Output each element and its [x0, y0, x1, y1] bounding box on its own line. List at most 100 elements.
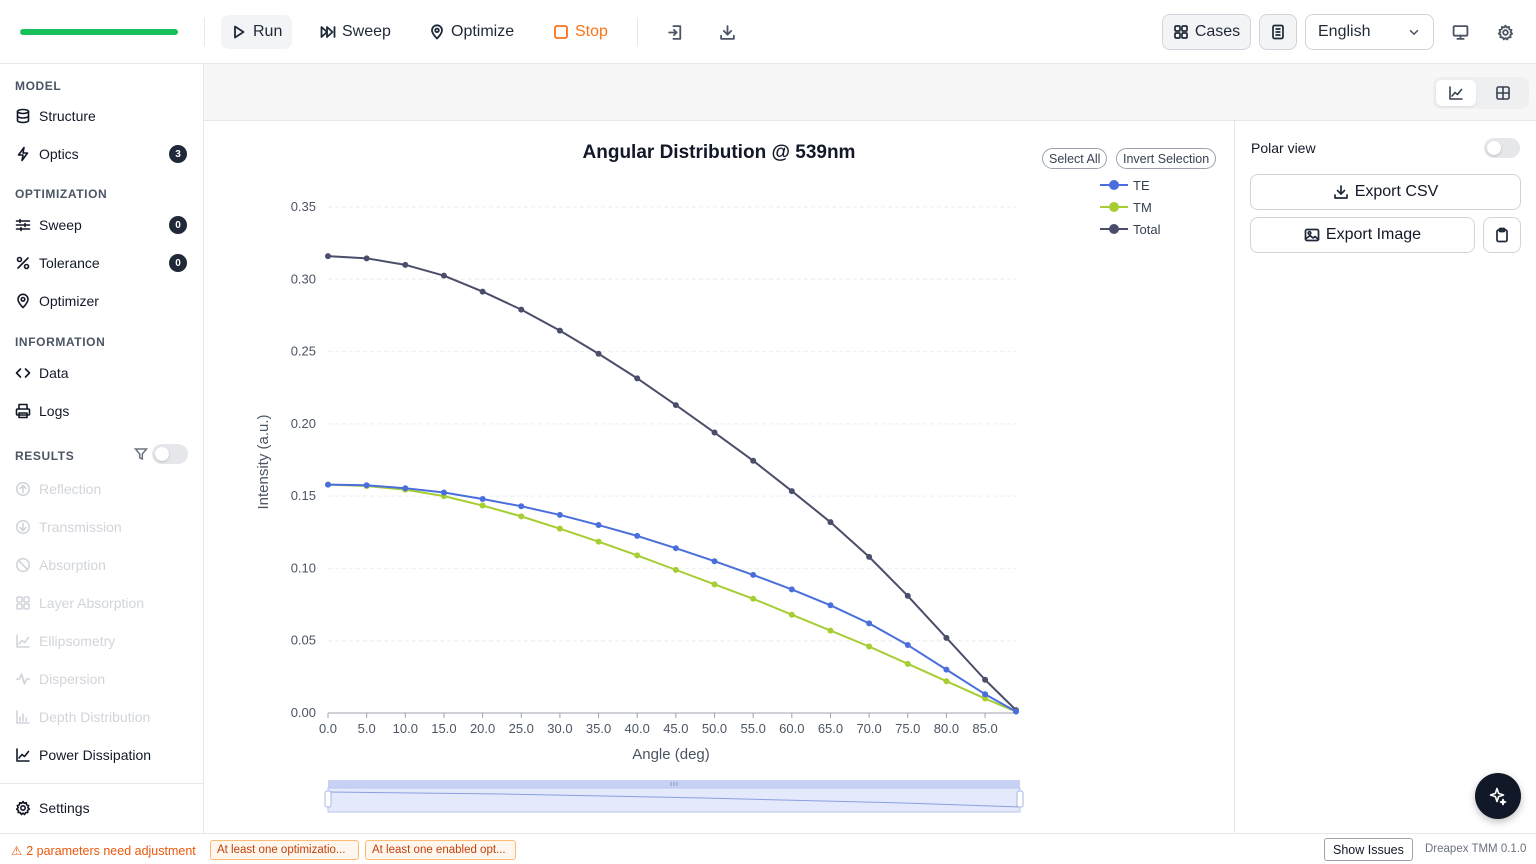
- select-all-button[interactable]: Select All: [1042, 148, 1108, 169]
- sidebar-item-transmission[interactable]: Transmission: [15, 514, 190, 540]
- data-point[interactable]: [943, 634, 950, 641]
- data-point[interactable]: [827, 519, 834, 526]
- sweep-button[interactable]: Sweep: [310, 15, 401, 49]
- polar-view-toggle[interactable]: [1484, 138, 1520, 158]
- parameter-warning[interactable]: ⚠ 2 parameters need adjustment: [11, 843, 196, 859]
- data-point[interactable]: [788, 611, 795, 618]
- line-chart[interactable]: Angular Distribution @ 539nm 0.0 5.0 10.0 1…: [204, 121, 1234, 833]
- data-point[interactable]: [866, 643, 873, 650]
- data-point[interactable]: [634, 375, 641, 382]
- data-point[interactable]: [788, 488, 795, 495]
- data-point[interactable]: [672, 402, 679, 409]
- data-point[interactable]: [1013, 708, 1019, 715]
- data-point[interactable]: [518, 503, 525, 510]
- data-point[interactable]: [479, 496, 486, 503]
- data-point[interactable]: [711, 581, 718, 588]
- data-point[interactable]: [325, 481, 331, 488]
- sidebar-item-depth-distribution[interactable]: Depth Distribution: [15, 704, 190, 730]
- language-select[interactable]: English: [1305, 14, 1434, 50]
- chart-view-button[interactable]: [1436, 80, 1476, 106]
- data-point[interactable]: [518, 306, 525, 313]
- data-point[interactable]: [595, 350, 602, 357]
- zoom-handle-left[interactable]: [324, 790, 332, 808]
- sidebar-item-structure[interactable]: Structure: [15, 103, 190, 129]
- data-point[interactable]: [479, 502, 486, 509]
- data-point[interactable]: [866, 553, 873, 560]
- data-point[interactable]: [711, 558, 718, 565]
- zoom-grip-icon[interactable]: [670, 782, 678, 786]
- data-point[interactable]: [518, 513, 525, 520]
- data-point[interactable]: [827, 602, 834, 609]
- data-zoom-slider[interactable]: [324, 780, 1024, 813]
- data-point[interactable]: [595, 538, 602, 545]
- data-point[interactable]: [904, 660, 911, 667]
- data-point[interactable]: [325, 253, 331, 260]
- data-point[interactable]: [556, 525, 563, 532]
- legend-item-total[interactable]: Total: [1100, 222, 1161, 237]
- import-button[interactable]: [663, 20, 687, 44]
- sidebar-item-settings[interactable]: Settings: [15, 795, 190, 821]
- ai-assistant-button[interactable]: [1475, 773, 1521, 819]
- data-point[interactable]: [982, 676, 989, 683]
- legend-item-te[interactable]: TE: [1100, 178, 1150, 193]
- data-point[interactable]: [440, 272, 447, 279]
- optimize-button[interactable]: Optimize: [419, 15, 524, 49]
- sidebar-item-optics[interactable]: Optics 3: [15, 141, 190, 167]
- copy-to-clipboard-button[interactable]: [1483, 217, 1521, 253]
- data-point[interactable]: [750, 571, 757, 578]
- sidebar-item-sweep[interactable]: Sweep 0: [15, 212, 190, 238]
- issue-tag[interactable]: At least one optimizatio...: [210, 840, 359, 860]
- data-point[interactable]: [556, 511, 563, 518]
- sidebar-item-absorption[interactable]: Absorption: [15, 552, 190, 578]
- data-point[interactable]: [595, 522, 602, 529]
- data-point[interactable]: [402, 261, 409, 268]
- data-point[interactable]: [711, 429, 718, 436]
- data-point[interactable]: [556, 327, 563, 334]
- data-point[interactable]: [363, 482, 370, 489]
- sidebar-item-power-dissipation[interactable]: Power Dissipation: [15, 742, 190, 768]
- table-view-button[interactable]: [1483, 80, 1523, 106]
- download-button[interactable]: [715, 20, 739, 44]
- data-point[interactable]: [672, 545, 679, 552]
- series-total[interactable]: [325, 253, 1019, 714]
- sidebar-item-optimizer[interactable]: Optimizer: [15, 288, 190, 314]
- filter-button[interactable]: [133, 447, 149, 461]
- data-point[interactable]: [402, 485, 409, 492]
- legend-item-tm[interactable]: TM: [1100, 200, 1152, 215]
- data-point[interactable]: [904, 642, 911, 649]
- show-issues-button[interactable]: Show Issues: [1324, 838, 1413, 861]
- series-tm[interactable]: [325, 481, 1019, 715]
- sidebar-item-dispersion[interactable]: Dispersion: [15, 666, 190, 692]
- data-point[interactable]: [750, 595, 757, 602]
- cases-button[interactable]: Cases: [1162, 14, 1251, 50]
- data-point[interactable]: [943, 678, 950, 685]
- results-filter-toggle[interactable]: [152, 444, 188, 464]
- sidebar-item-ellipsometry[interactable]: Ellipsometry: [15, 628, 190, 654]
- data-point[interactable]: [672, 566, 679, 573]
- export-image-button[interactable]: Export Image: [1250, 217, 1475, 253]
- data-point[interactable]: [788, 586, 795, 593]
- data-point[interactable]: [363, 255, 370, 262]
- series-te[interactable]: [325, 481, 1019, 715]
- data-point[interactable]: [750, 457, 757, 464]
- data-point[interactable]: [634, 552, 641, 559]
- zoom-handle-right[interactable]: [1016, 790, 1024, 808]
- sidebar-item-data[interactable]: Data: [15, 360, 190, 386]
- issue-tag[interactable]: At least one enabled opt...: [365, 840, 516, 860]
- export-csv-button[interactable]: Export CSV: [1250, 174, 1521, 210]
- invert-selection-button[interactable]: Invert Selection: [1116, 148, 1217, 169]
- data-point[interactable]: [440, 489, 447, 496]
- notes-button[interactable]: [1259, 14, 1297, 50]
- run-button[interactable]: Run: [221, 15, 293, 49]
- sidebar-item-reflection[interactable]: Reflection: [15, 476, 190, 502]
- data-point[interactable]: [904, 592, 911, 599]
- data-point[interactable]: [479, 288, 486, 295]
- sidebar-item-layer-absorption[interactable]: Layer Absorption: [15, 590, 190, 616]
- data-point[interactable]: [634, 532, 641, 539]
- data-point[interactable]: [827, 627, 834, 634]
- data-point[interactable]: [982, 695, 989, 702]
- sidebar-item-tolerance[interactable]: Tolerance 0: [15, 250, 190, 276]
- data-point[interactable]: [982, 691, 989, 698]
- data-point[interactable]: [866, 620, 873, 627]
- display-button[interactable]: [1448, 20, 1472, 44]
